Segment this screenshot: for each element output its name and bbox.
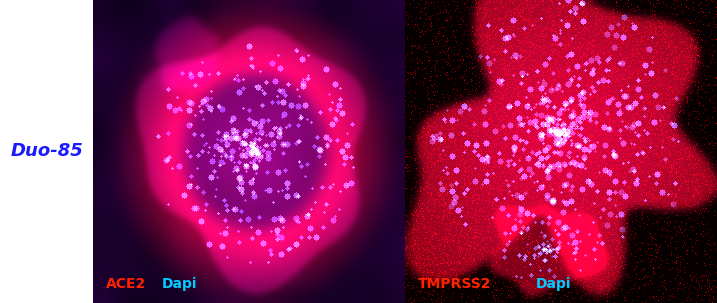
Text: Duo-85: Duo-85	[10, 142, 83, 161]
Text: TMPRSS2: TMPRSS2	[417, 277, 491, 291]
Text: ACE2: ACE2	[105, 277, 146, 291]
Text: Dapi: Dapi	[536, 277, 571, 291]
Text: Dapi: Dapi	[162, 277, 197, 291]
